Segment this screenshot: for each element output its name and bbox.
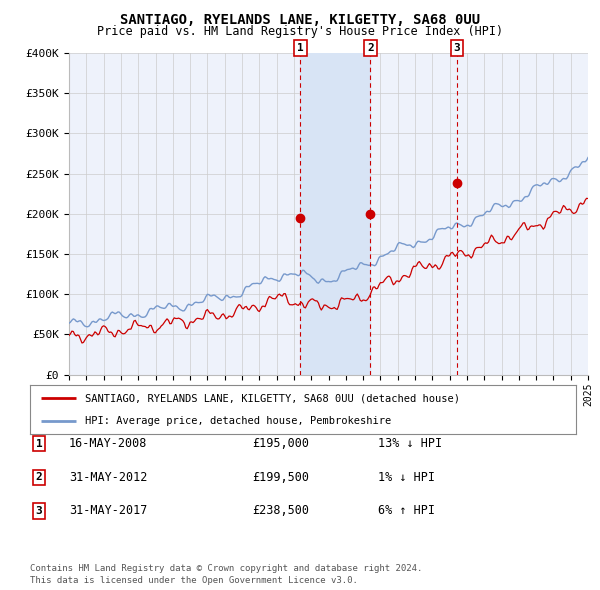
Text: Price paid vs. HM Land Registry's House Price Index (HPI): Price paid vs. HM Land Registry's House … bbox=[97, 25, 503, 38]
Text: £238,500: £238,500 bbox=[252, 504, 309, 517]
Text: 3: 3 bbox=[454, 43, 460, 53]
Text: £199,500: £199,500 bbox=[252, 471, 309, 484]
Text: 1: 1 bbox=[35, 439, 43, 448]
Text: 1% ↓ HPI: 1% ↓ HPI bbox=[378, 471, 435, 484]
Text: 1: 1 bbox=[297, 43, 304, 53]
Text: 2: 2 bbox=[35, 473, 43, 482]
Text: 31-MAY-2017: 31-MAY-2017 bbox=[69, 504, 148, 517]
Text: 2: 2 bbox=[367, 43, 374, 53]
Text: £195,000: £195,000 bbox=[252, 437, 309, 450]
Text: 6% ↑ HPI: 6% ↑ HPI bbox=[378, 504, 435, 517]
Text: SANTIAGO, RYELANDS LANE, KILGETTY, SA68 0UU (detached house): SANTIAGO, RYELANDS LANE, KILGETTY, SA68 … bbox=[85, 394, 460, 404]
Text: 31-MAY-2012: 31-MAY-2012 bbox=[69, 471, 148, 484]
Text: 16-MAY-2008: 16-MAY-2008 bbox=[69, 437, 148, 450]
Text: HPI: Average price, detached house, Pembrokeshire: HPI: Average price, detached house, Pemb… bbox=[85, 415, 391, 425]
Bar bbox=[301, 53, 370, 375]
Text: Contains HM Land Registry data © Crown copyright and database right 2024.: Contains HM Land Registry data © Crown c… bbox=[30, 565, 422, 573]
Text: 13% ↓ HPI: 13% ↓ HPI bbox=[378, 437, 442, 450]
Text: 3: 3 bbox=[35, 506, 43, 516]
Text: This data is licensed under the Open Government Licence v3.0.: This data is licensed under the Open Gov… bbox=[30, 576, 358, 585]
Text: SANTIAGO, RYELANDS LANE, KILGETTY, SA68 0UU: SANTIAGO, RYELANDS LANE, KILGETTY, SA68 … bbox=[120, 13, 480, 27]
